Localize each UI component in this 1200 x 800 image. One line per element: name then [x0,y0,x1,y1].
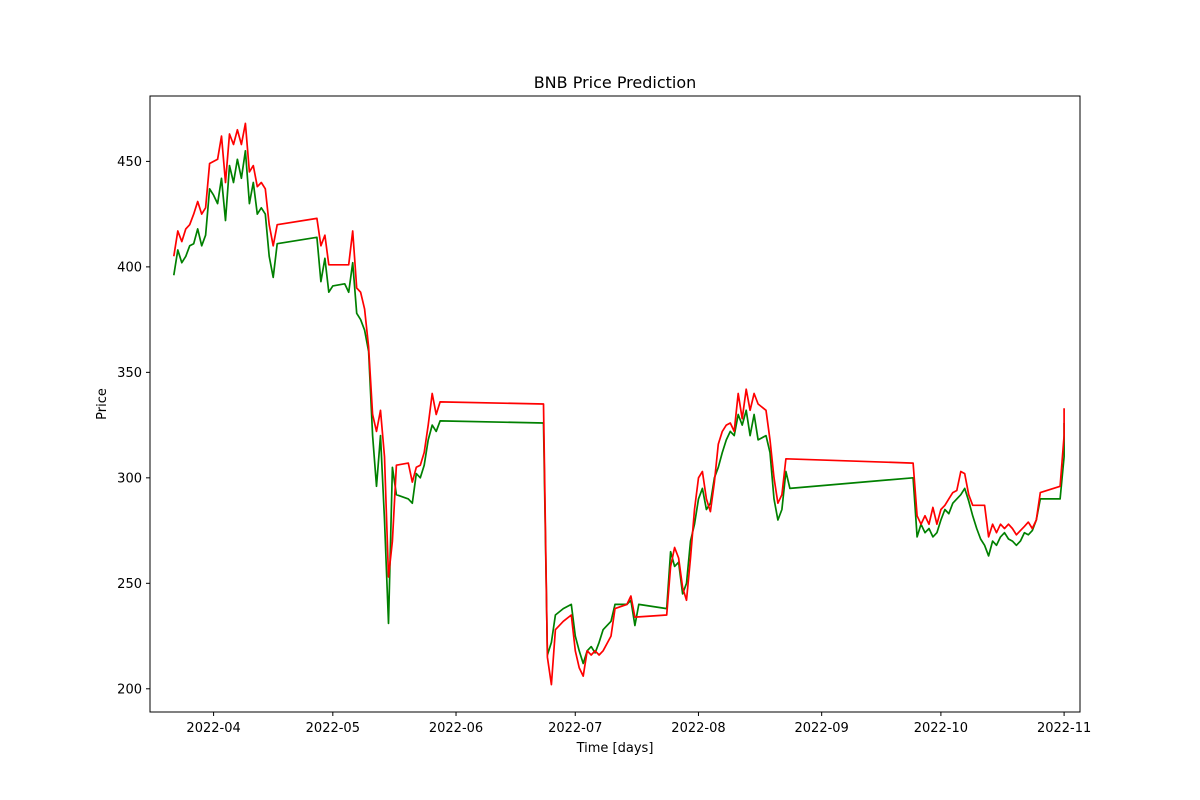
x-tick-label: 2022-05 [306,721,360,736]
x-axis-label: Time [days] [576,741,654,756]
y-tick-label: 300 [117,471,142,486]
x-tick-label: 2022-08 [671,721,725,736]
x-tick-label: 2022-06 [429,721,483,736]
chart-title: BNB Price Prediction [534,73,697,92]
y-tick-label: 450 [117,155,142,170]
y-axis-label: Price [95,388,110,420]
plot-frame [149,95,1081,713]
x-tick-label: 2022-07 [548,721,602,736]
x-axis: 2022-04 2022-05 2022-06 2022-07 2022-08 2022-… [186,712,1091,736]
plot-series [172,122,1065,686]
series-line-0 [172,149,1065,665]
x-tick-label: 2022-04 [186,721,240,736]
series-line-1 [172,122,1065,686]
y-axis: 200 250 300 350 400 450 [117,155,150,697]
y-tick-label: 350 [117,366,142,381]
y-tick-label: 250 [117,577,142,592]
x-tick-label: 2022-11 [1037,721,1091,736]
x-tick-label: 2022-10 [914,721,968,736]
x-tick-label: 2022-09 [795,721,849,736]
y-tick-label: 200 [117,682,142,697]
y-tick-label: 400 [117,260,142,275]
